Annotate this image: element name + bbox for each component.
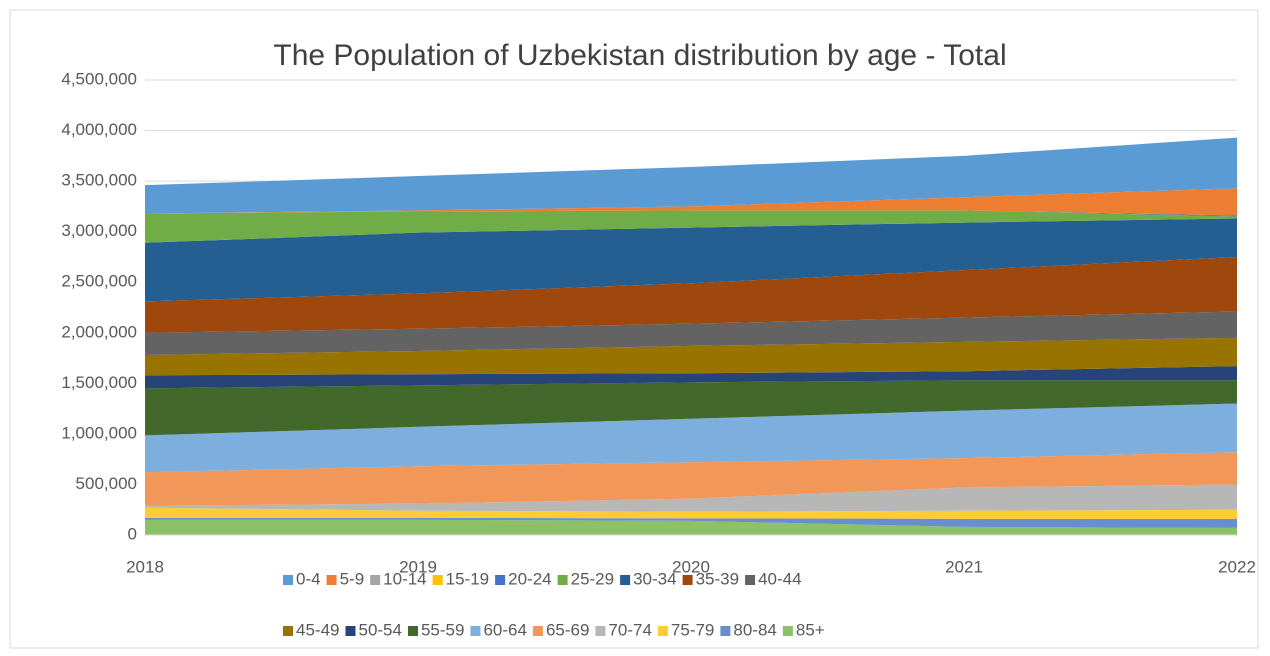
legend-label: 10-14 xyxy=(383,569,426,588)
legend-label: 75-79 xyxy=(671,620,714,639)
legend-swatch xyxy=(682,575,693,585)
x-tick-label: 2018 xyxy=(126,557,164,576)
legend-swatch xyxy=(432,575,443,585)
legend-label: 0-4 xyxy=(296,569,321,588)
chart-title: The Population of Uzbekistan distributio… xyxy=(273,39,1006,72)
legend-swatch xyxy=(532,626,543,636)
legend-swatch xyxy=(620,575,631,585)
legend-label: 5-9 xyxy=(340,569,365,588)
legend-swatch xyxy=(470,626,481,636)
legend-label: 50-54 xyxy=(358,620,401,639)
legend-label: 15-19 xyxy=(446,569,489,588)
legend-label: 20-24 xyxy=(508,569,551,588)
area xyxy=(145,210,1237,243)
y-tick-label: 1,000,000 xyxy=(61,423,137,442)
x-tick-label: 2021 xyxy=(945,557,983,576)
legend-label: 55-59 xyxy=(421,620,464,639)
legend-label: 65-69 xyxy=(546,620,589,639)
legend-swatch xyxy=(345,626,356,636)
legend-swatch xyxy=(407,626,418,636)
y-tick-label: 0 xyxy=(128,524,137,543)
area xyxy=(145,337,1237,376)
area xyxy=(145,311,1237,356)
legend-swatch xyxy=(557,575,568,585)
x-tick-label: 2019 xyxy=(399,557,437,576)
legend-label: 35-39 xyxy=(696,569,739,588)
legend-label: 85+ xyxy=(796,620,825,639)
y-tick-label: 4,500,000 xyxy=(61,69,137,88)
legend-swatch xyxy=(720,626,731,636)
legend-label: 45-49 xyxy=(296,620,339,639)
legend-swatch xyxy=(326,575,337,585)
y-tick-label: 2,500,000 xyxy=(61,272,137,291)
area xyxy=(145,507,1237,519)
y-tick-label: 3,000,000 xyxy=(61,221,137,240)
area xyxy=(145,137,1237,214)
y-tick-label: 3,500,000 xyxy=(61,171,137,190)
x-tick-label: 2022 xyxy=(1218,557,1256,576)
legend-swatch xyxy=(495,575,506,585)
x-tick-label: 2020 xyxy=(672,557,710,576)
area xyxy=(145,256,1237,333)
legend-label: 80-84 xyxy=(733,620,776,639)
legend-swatch xyxy=(283,626,293,636)
area xyxy=(145,403,1237,473)
area xyxy=(145,366,1237,389)
area xyxy=(145,452,1237,506)
area xyxy=(145,218,1237,302)
legend-label: 25-29 xyxy=(571,569,614,588)
legend-swatch xyxy=(657,626,668,636)
area xyxy=(145,188,1237,216)
y-tick-label: 500,000 xyxy=(76,474,137,493)
legend-swatch xyxy=(595,626,606,636)
area xyxy=(145,380,1237,436)
area xyxy=(145,484,1237,512)
legend-swatch xyxy=(782,626,793,636)
area xyxy=(145,517,1237,528)
area xyxy=(145,519,1237,535)
legend-label: 60-64 xyxy=(483,620,526,639)
legend-swatch xyxy=(283,575,293,585)
legend-swatch xyxy=(370,575,381,585)
legend-label: 40-44 xyxy=(758,569,801,588)
legend-label: 30-34 xyxy=(633,569,676,588)
legend-swatch xyxy=(745,575,756,585)
y-tick-label: 2,000,000 xyxy=(61,322,137,341)
y-tick-label: 4,000,000 xyxy=(61,120,137,139)
y-tick-label: 1,500,000 xyxy=(61,373,137,392)
legend-label: 70-74 xyxy=(608,620,651,639)
